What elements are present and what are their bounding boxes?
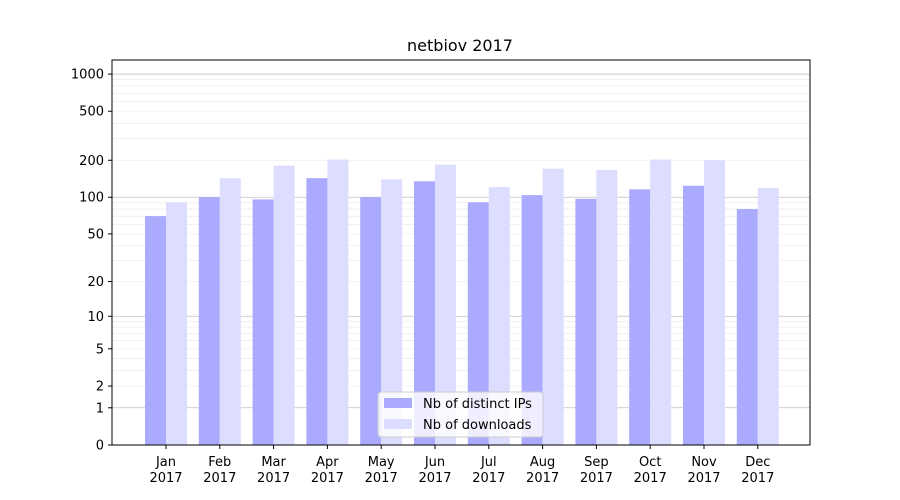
bar-distinct-ips-may xyxy=(360,197,382,445)
bar-downloads-jul xyxy=(488,187,510,446)
legend-box xyxy=(377,391,544,438)
y-tick-label: 1 xyxy=(96,401,104,416)
bar-downloads-sep xyxy=(596,169,618,445)
bar-distinct-ips-jun xyxy=(414,181,435,445)
bar-distinct-ips-sep xyxy=(575,198,597,445)
y-tick-label: 5 xyxy=(96,342,104,357)
chart-title: netbiov 2017 xyxy=(407,36,513,55)
y-tick-label: 100 xyxy=(79,191,104,206)
legend-swatch-downloads xyxy=(384,419,412,429)
y-tick-label: 20 xyxy=(87,275,104,290)
plot-frame xyxy=(111,59,811,446)
x-tick-label-year: 2017 xyxy=(257,471,290,486)
x-tick-label-year: 2017 xyxy=(741,471,774,486)
x-tick-label-month: Oct xyxy=(639,455,661,470)
x-tick-label-year: 2017 xyxy=(634,471,667,486)
bar-downloads-jun xyxy=(435,164,456,446)
x-tick-label-year: 2017 xyxy=(687,471,720,486)
y-axis: 0 1 2 5 10 20 50 100 200 500 1000 xyxy=(71,68,112,454)
x-tick-label-year: 2017 xyxy=(418,471,451,486)
legend-label-distinct-ips: Nb of distinct IPs xyxy=(423,397,532,412)
bar-distinct-ips-mar xyxy=(252,199,274,445)
bar-downloads-aug xyxy=(542,168,564,445)
x-tick-label-year: 2017 xyxy=(311,471,344,486)
x-tick-label-year: 2017 xyxy=(580,471,613,486)
y-tick-label: 2 xyxy=(96,380,104,395)
y-tick-label: 500 xyxy=(79,105,104,120)
bar-distinct-ips-jan xyxy=(145,216,166,445)
x-tick-label-month: Dec xyxy=(745,455,770,470)
bar-distinct-ips-nov xyxy=(683,185,704,445)
y-tick-label: 0 xyxy=(96,439,104,454)
legend: Nb of distinct IPs Nb of downloads xyxy=(377,391,544,438)
legend-swatch-distinct-ips xyxy=(384,398,412,408)
x-tick-label-month: Jun xyxy=(424,455,445,470)
bar-downloads-mar xyxy=(273,165,295,445)
bar-downloads-dec xyxy=(757,187,779,446)
bar-downloads-feb xyxy=(219,178,241,445)
x-tick-label-month: Mar xyxy=(261,455,286,470)
x-tick-label-year: 2017 xyxy=(526,471,559,486)
y-tick-label: 50 xyxy=(87,227,104,242)
x-tick-label-year: 2017 xyxy=(472,471,505,486)
bar-downloads-may xyxy=(381,179,403,445)
bar-downloads-oct xyxy=(650,159,672,445)
bar-distinct-ips-aug xyxy=(521,195,543,445)
x-tick-label-month: Apr xyxy=(316,455,339,470)
bar-downloads-apr xyxy=(327,159,349,445)
x-tick-label-month: Sep xyxy=(584,455,609,470)
x-tick-label-month: Jul xyxy=(480,455,497,470)
bar-downloads-jan xyxy=(166,202,187,445)
y-tick-label: 1000 xyxy=(71,68,104,83)
bars-layer xyxy=(145,159,779,446)
x-tick-label-month: Jan xyxy=(155,455,176,470)
x-tick-label-year: 2017 xyxy=(365,471,398,486)
x-axis: Jan2017Feb2017Mar2017Apr2017May2017Jun20… xyxy=(149,445,774,486)
bar-distinct-ips-oct xyxy=(629,189,651,445)
x-tick-label-month: Feb xyxy=(208,455,231,470)
bar-distinct-ips-feb xyxy=(198,197,220,445)
bar-downloads-nov xyxy=(704,160,725,445)
y-tick-label: 10 xyxy=(87,310,104,325)
y-tick-label: 200 xyxy=(79,154,104,169)
bar-distinct-ips-apr xyxy=(306,178,328,445)
bar-distinct-ips-dec xyxy=(736,209,758,445)
x-tick-label-year: 2017 xyxy=(203,471,236,486)
bar-distinct-ips-jul xyxy=(467,202,489,445)
legend-label-downloads: Nb of downloads xyxy=(423,418,532,433)
x-tick-label-month: Nov xyxy=(691,455,717,470)
x-tick-label-month: May xyxy=(368,455,395,470)
x-tick-label-year: 2017 xyxy=(149,471,182,486)
x-tick-label-month: Aug xyxy=(530,455,555,470)
